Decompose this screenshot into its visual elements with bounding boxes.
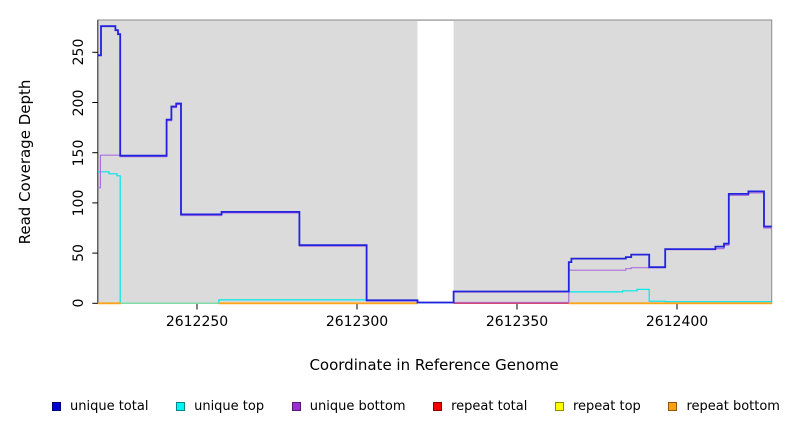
y-tick-label: 200 [71,89,87,116]
legend-swatch-unique-total [52,402,61,411]
legend-item-repeat-top: repeat top [555,399,641,414]
legend-item-repeat-total: repeat total [433,399,527,414]
coverage-gap [417,21,454,307]
legend-label-repeat-top: repeat top [573,399,641,414]
legend-swatch-repeat-total [433,402,443,411]
legend-swatch-unique-top [176,402,186,411]
y-tick-label: 100 [71,189,87,217]
y-axis-label: Read Coverage Depth [16,79,34,245]
series-unique-total [97,25,772,304]
legend-label-unique-top: unique top [194,399,265,414]
y-tick-label: 150 [71,139,87,167]
legend-label-repeat-bottom: repeat bottom [686,399,780,414]
legend-label-repeat-total: repeat total [451,399,528,414]
x-tick-label: 2612350 [485,314,549,330]
legend-swatch-repeat-bottom [668,402,678,411]
legend-item-unique-top: unique top [176,399,264,414]
legend-item-unique-total: unique total [52,399,148,414]
y-tick-label: 0 [71,298,87,308]
legend-item-unique-bottom: unique bottom [291,399,406,414]
x-axis-label: Coordinate in Reference Genome [309,356,559,374]
legend-label-unique-total: unique total [70,399,149,414]
y-tick-label: 250 [71,38,87,66]
x-tick-label: 2612250 [165,314,229,330]
y-tick-label: 50 [71,244,87,263]
legend: unique total unique top unique bottom repea… [0,399,792,414]
legend-item-repeat-bottom: repeat bottom [668,399,780,414]
x-tick-label: 2612300 [325,314,389,330]
legend-swatch-repeat-top [555,402,564,411]
legend-label-unique-bottom: unique bottom [309,399,406,414]
x-tick-label: 2612400 [645,314,709,330]
legend-swatch-unique-bottom [291,402,301,411]
